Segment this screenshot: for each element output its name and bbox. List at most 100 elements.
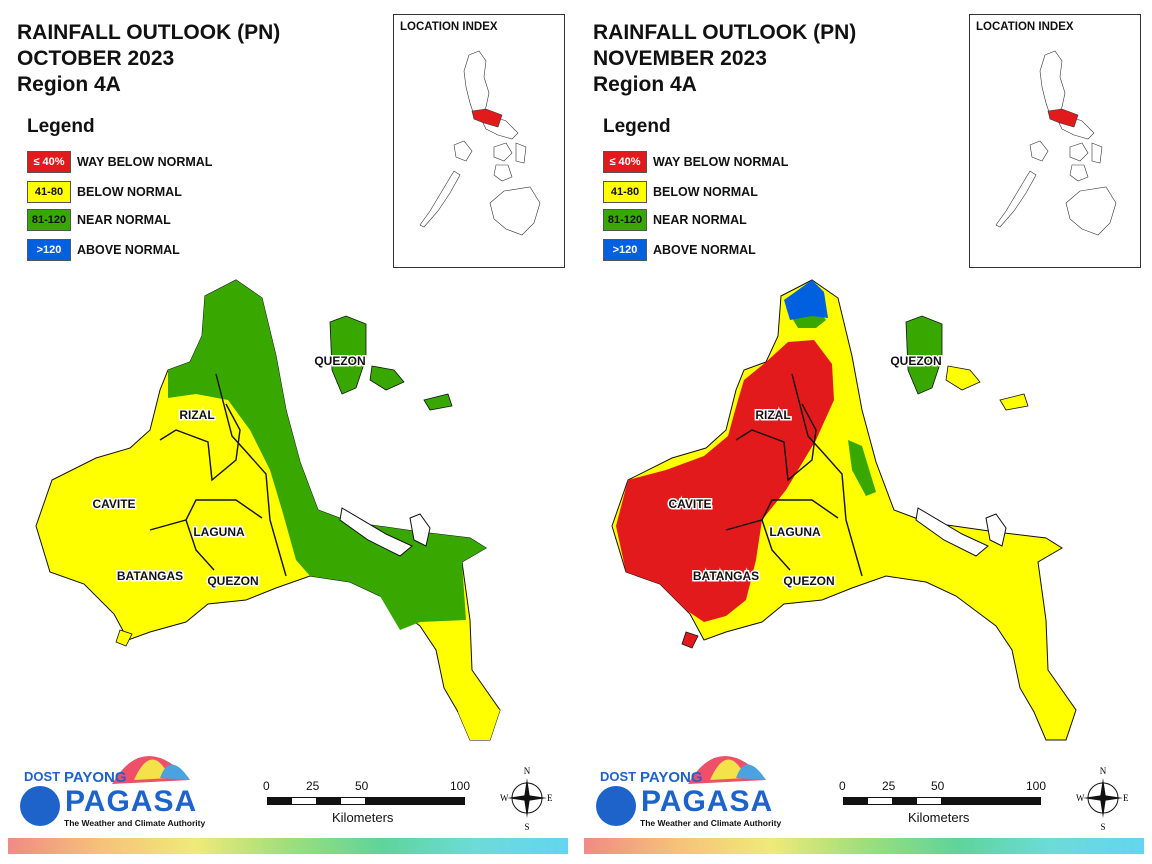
umbrella-icon bbox=[112, 755, 190, 784]
map-title-line1: RAINFALL OUTLOOK (PN) bbox=[17, 21, 281, 44]
location-index-box: LOCATION INDEX bbox=[393, 14, 565, 268]
scale-tick: 0 bbox=[263, 779, 270, 793]
dost-seal-icon bbox=[596, 786, 636, 826]
map-title-line3: Region 4A bbox=[593, 73, 697, 96]
map-bay bbox=[915, 507, 989, 557]
logo-payong: PAYONG bbox=[64, 769, 127, 786]
scale-tick: 0 bbox=[839, 779, 846, 793]
scale-tick: 25 bbox=[306, 779, 320, 793]
scale-tick: 50 bbox=[355, 779, 369, 793]
legend-swatch: 41-80 bbox=[603, 181, 647, 203]
map-island bbox=[905, 315, 943, 395]
province-outlook-map: QUEZON RIZAL CAVITE LAGUNA BATANGAS QUEZ… bbox=[611, 279, 1077, 741]
location-index-title: LOCATION INDEX bbox=[976, 21, 1074, 33]
logo-tagline: The Weather and Climate Authority bbox=[640, 818, 782, 828]
province-label-cavite: CAVITE bbox=[668, 497, 711, 511]
map-bay bbox=[409, 513, 431, 547]
outlook-panel-november: RAINFALL OUTLOOK (PN) NOVEMBER 2023 Regi… bbox=[576, 0, 1152, 864]
map-yellow-tip bbox=[458, 690, 500, 740]
legend-label: BELOW NORMAL bbox=[653, 185, 758, 199]
scale-tick: 100 bbox=[1026, 779, 1047, 793]
pagasa-logo: DOST PAYONG PAGASA The Weather and Clima… bbox=[14, 740, 205, 832]
legend-swatch: >120 bbox=[603, 239, 647, 261]
legend-swatch: >120 bbox=[27, 239, 71, 261]
legend-label: NEAR NORMAL bbox=[653, 213, 747, 227]
map-island bbox=[369, 365, 405, 391]
compass-n: N bbox=[524, 766, 531, 776]
map-bay bbox=[339, 507, 413, 557]
compass-s: S bbox=[524, 822, 529, 832]
legend-title: Legend bbox=[603, 116, 671, 137]
scale-unit: Kilometers bbox=[908, 810, 970, 825]
umbrella-icon bbox=[688, 755, 766, 784]
scale-bar: 0 25 50 100 Kilometers bbox=[831, 776, 1061, 826]
scale-tick: 100 bbox=[450, 779, 471, 793]
dost-seal-icon bbox=[20, 786, 60, 826]
scale-bar-graphic bbox=[267, 797, 465, 805]
province-borders bbox=[725, 373, 863, 577]
map-island bbox=[115, 629, 133, 647]
compass-s: S bbox=[1100, 822, 1105, 832]
legend-label: ABOVE NORMAL bbox=[77, 243, 180, 257]
map-island bbox=[999, 393, 1029, 411]
province-label-rizal: RIZAL bbox=[755, 408, 790, 422]
province-label-batangas: BATANGAS bbox=[117, 569, 183, 583]
map-island bbox=[423, 393, 453, 411]
scale-tick: 25 bbox=[882, 779, 896, 793]
map-title-line2: NOVEMBER 2023 bbox=[593, 47, 767, 70]
legend-swatch: 81-120 bbox=[603, 209, 647, 231]
scale-bar-graphic bbox=[843, 797, 1041, 805]
region-4a-highlight bbox=[1047, 108, 1079, 128]
province-label-quezon-north: QUEZON bbox=[890, 354, 941, 368]
legend-title: Legend bbox=[27, 116, 95, 137]
compass-n: N bbox=[1100, 766, 1107, 776]
compass-rose-icon: N S W E bbox=[1073, 764, 1129, 832]
region-4a-highlight bbox=[471, 108, 503, 128]
compass-w: W bbox=[500, 793, 509, 803]
scale-tick: 50 bbox=[931, 779, 945, 793]
map-red-zone bbox=[616, 340, 834, 622]
logo-dost: DOST bbox=[24, 769, 61, 784]
map-island bbox=[329, 315, 367, 395]
legend-swatch: 41-80 bbox=[27, 181, 71, 203]
scale-bar: 0 25 50 100 Kilometers bbox=[255, 776, 485, 826]
legend-label: ABOVE NORMAL bbox=[653, 243, 756, 257]
province-label-batangas: BATANGAS bbox=[693, 569, 759, 583]
compass-e: E bbox=[547, 793, 553, 803]
pagasa-logo: DOST PAYONG PAGASA The Weather and Clima… bbox=[590, 740, 782, 832]
province-label-laguna: LAGUNA bbox=[769, 525, 821, 539]
logo-pagasa: PAGASA bbox=[65, 785, 198, 818]
province-label-rizal: RIZAL bbox=[179, 408, 214, 422]
map-title-line1: RAINFALL OUTLOOK (PN) bbox=[593, 21, 857, 44]
legend-label: WAY BELOW NORMAL bbox=[653, 155, 789, 169]
logo-pagasa: PAGASA bbox=[641, 785, 774, 818]
map-green-zone bbox=[168, 280, 486, 630]
province-label-laguna: LAGUNA bbox=[193, 525, 245, 539]
footer-gradient-bar bbox=[8, 838, 568, 854]
location-index-box: LOCATION INDEX bbox=[969, 14, 1141, 268]
province-label-quezon-south: QUEZON bbox=[783, 574, 834, 588]
map-title-line3: Region 4A bbox=[17, 73, 121, 96]
province-label-quezon-south: QUEZON bbox=[207, 574, 258, 588]
map-green-zone bbox=[848, 440, 876, 496]
legend-swatch: 81-120 bbox=[27, 209, 71, 231]
outlook-panel-october: RAINFALL OUTLOOK (PN) OCTOBER 2023 Regio… bbox=[8, 14, 568, 854]
logo-dost: DOST bbox=[600, 769, 637, 784]
legend-swatch: ≤ 40% bbox=[27, 151, 71, 173]
legend-label: BELOW NORMAL bbox=[77, 185, 182, 199]
location-index-title: LOCATION INDEX bbox=[400, 21, 498, 33]
compass-w: W bbox=[1076, 793, 1085, 803]
province-label-quezon-north: QUEZON bbox=[314, 354, 365, 368]
legend-label: NEAR NORMAL bbox=[77, 213, 171, 227]
compass-e: E bbox=[1123, 793, 1129, 803]
philippines-index-map bbox=[419, 50, 541, 236]
scale-unit: Kilometers bbox=[332, 810, 394, 825]
logo-payong: PAYONG bbox=[640, 769, 703, 786]
province-label-cavite: CAVITE bbox=[92, 497, 135, 511]
legend-label: WAY BELOW NORMAL bbox=[77, 155, 213, 169]
province-outlook-map: QUEZON RIZAL CAVITE LAGUNA BATANGAS QUEZ… bbox=[35, 279, 501, 741]
philippines-index-map bbox=[995, 50, 1117, 236]
map-island bbox=[681, 631, 699, 649]
map-title-line2: OCTOBER 2023 bbox=[17, 47, 175, 70]
province-borders bbox=[149, 373, 287, 577]
